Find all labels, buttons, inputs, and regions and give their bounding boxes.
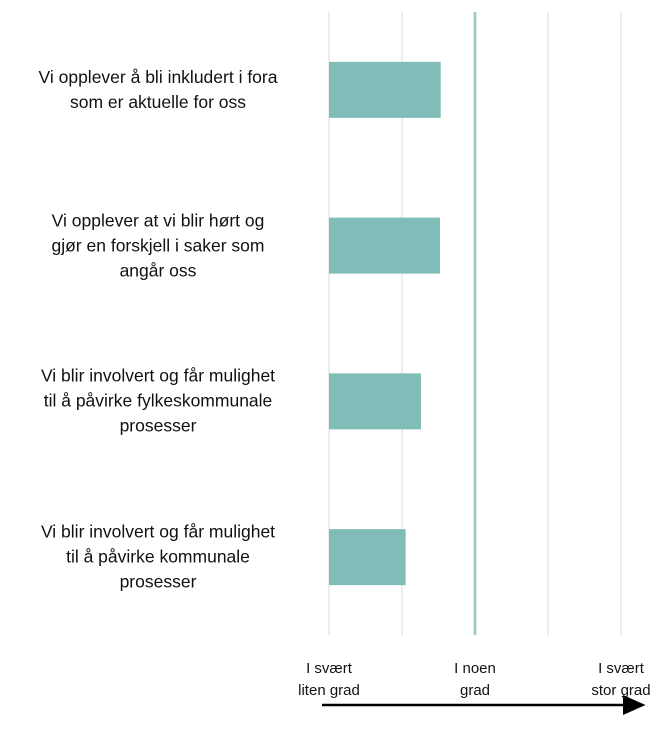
x-tick-label: I noen grad <box>454 660 496 699</box>
bar <box>329 217 440 274</box>
bar <box>329 61 441 118</box>
x-tick-label: I svært stor grad <box>591 660 651 699</box>
y-tick-label: Vi blir involvert og får mulighet til å … <box>40 521 276 592</box>
y-tick-label: Vi opplever å bli inkludert i fora som e… <box>38 66 278 112</box>
y-tick-label: Vi blir involvert og får mulighet til å … <box>40 365 276 436</box>
x-tick-label: I svært liten grad <box>298 660 360 699</box>
y-tick-label: Vi opplever at vi blir hørt og gjør en f… <box>51 210 265 281</box>
bar <box>329 373 421 430</box>
bar <box>329 529 406 586</box>
